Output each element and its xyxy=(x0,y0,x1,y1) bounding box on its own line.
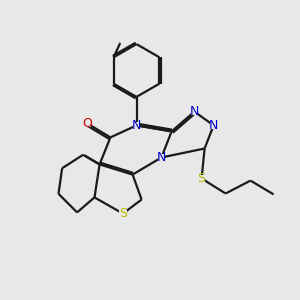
Text: O: O xyxy=(83,117,92,130)
Text: N: N xyxy=(190,105,199,118)
Bar xyxy=(84,120,91,127)
Bar xyxy=(119,210,127,217)
Text: N: N xyxy=(157,151,166,164)
Text: S: S xyxy=(198,172,206,185)
Bar xyxy=(158,154,165,161)
Text: N: N xyxy=(132,119,141,132)
Bar xyxy=(191,108,198,115)
Bar xyxy=(210,122,217,129)
Text: S: S xyxy=(119,207,127,220)
Bar xyxy=(133,122,140,129)
Bar xyxy=(198,175,205,182)
Text: N: N xyxy=(209,119,218,132)
